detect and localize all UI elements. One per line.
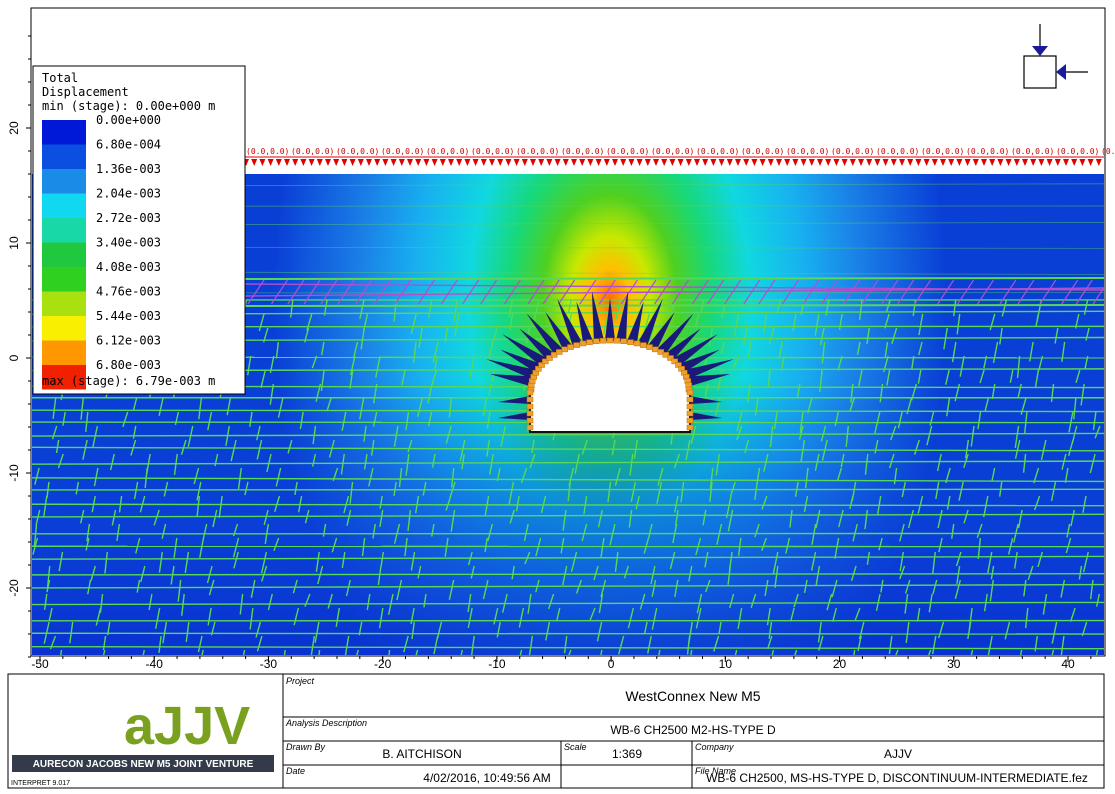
company-banner: AURECON JACOBS NEW M5 JOINT VENTURE xyxy=(33,759,254,770)
legend-entry-label: 3.40e-003 xyxy=(96,236,161,250)
load-value-label: (0.0,0.0) xyxy=(696,147,739,156)
legend-entry-label: 4.76e-003 xyxy=(96,285,161,299)
load-value-label: (0.0,0.0) xyxy=(876,147,919,156)
load-value-label: (0.0,0.0) xyxy=(741,147,784,156)
x-tick-label: -30 xyxy=(260,657,278,671)
legend-swatch xyxy=(42,218,86,243)
x-tick-label: -10 xyxy=(488,657,506,671)
legend-entry-label: 4.08e-003 xyxy=(96,260,161,274)
analysis-label: Analysis Description xyxy=(285,718,367,728)
y-tick-label: -10 xyxy=(7,464,21,482)
load-value-label: (0.0,0.0) xyxy=(381,147,424,156)
y-tick-label: 0 xyxy=(7,354,21,361)
legend-entry-label: 5.44e-003 xyxy=(96,309,161,323)
legend-entry-label: 0.00e+000 xyxy=(96,113,161,127)
date-label: Date xyxy=(286,766,305,776)
tunnel-excavation xyxy=(486,290,734,433)
legend-entry-label: 2.04e-003 xyxy=(96,187,161,201)
load-value-label: (0.0,0.0) xyxy=(516,147,559,156)
x-axis: -50 -40 -30 -20 -10 0 10 20 30 40 xyxy=(31,656,1092,671)
file-name: WB-6 CH2500, MS-HS-TYPE D, DISCONTINUUM-… xyxy=(706,771,1088,785)
rock-bolts xyxy=(486,290,734,420)
company-label: Company xyxy=(695,742,734,752)
analysis-description: WB-6 CH2500 M2-HS-TYPE D xyxy=(610,723,776,737)
title-block: aJJV AURECON JACOBS NEW M5 JOINT VENTURE… xyxy=(7,673,1105,789)
load-value-label: (0.0,0.0) xyxy=(336,147,379,156)
legend-title-line1: Total xyxy=(42,71,78,85)
restraint-icon xyxy=(1023,24,1088,89)
x-tick-label: 20 xyxy=(833,657,847,671)
x-tick-label: -20 xyxy=(374,657,392,671)
legend-swatch xyxy=(42,316,86,341)
x-tick-label: -50 xyxy=(31,657,49,671)
project-label: Project xyxy=(286,676,315,686)
legend-swatch xyxy=(42,144,86,169)
legend-swatch xyxy=(42,193,86,218)
software-version: INTERPRET 9.017 xyxy=(11,780,70,787)
load-value-label: (0.0,0.0) xyxy=(1011,147,1054,156)
load-value-label: (0.0,0.0) xyxy=(831,147,874,156)
y-tick-label: 20 xyxy=(7,121,21,135)
legend-entry-label: 6.12e-003 xyxy=(96,334,161,348)
legend-swatch xyxy=(42,291,86,316)
legend: Total Displacement min (stage): 0.00e+00… xyxy=(32,65,246,395)
load-value-label: (0.0,0.0) xyxy=(561,147,604,156)
load-value-label: (0.0,0.0) xyxy=(471,147,514,156)
company-name: AJJV xyxy=(884,747,912,761)
y-tick-label: 10 xyxy=(7,236,21,250)
load-value-label: (0.0,0.0) xyxy=(606,147,649,156)
drawn-by: B. AITCHISON xyxy=(382,747,461,761)
project-name: WestConnex New M5 xyxy=(625,688,760,704)
legend-entry-label: 6.80e-003 xyxy=(96,358,161,372)
legend-swatch xyxy=(42,365,86,390)
load-value-label: (0.0,0.0) xyxy=(246,147,289,156)
legend-swatch xyxy=(42,340,86,365)
scale-value: 1:369 xyxy=(612,747,642,761)
shear-zone-band xyxy=(244,277,1104,307)
legend-swatch xyxy=(42,267,86,292)
x-tick-label: -40 xyxy=(146,657,164,671)
legend-entry-label: 6.80e-004 xyxy=(96,138,161,152)
legend-min-label: min (stage): 0.00e+000 m xyxy=(42,99,215,113)
load-value-label: (0.0,0.0) xyxy=(921,147,964,156)
load-value-label: (0.0,0.0) xyxy=(426,147,469,156)
load-value-label: (0.0,0.0) xyxy=(786,147,829,156)
surface-load: (0.0,0.0) (0.0,0.0) (0.0,0.0) (0.0,0.0) (0.0… xyxy=(243,147,1115,166)
x-tick-label: 40 xyxy=(1061,657,1075,671)
legend-title-line2: Displacement xyxy=(42,85,129,99)
ajjv-logo: aJJV AURECON JACOBS NEW M5 JOINT VENTURE xyxy=(12,696,274,772)
y-tick-label: -20 xyxy=(7,579,21,597)
legend-swatch xyxy=(42,169,86,194)
x-tick-label: 0 xyxy=(608,657,615,671)
load-value-label: (0.0,0.0) xyxy=(966,147,1009,156)
load-value-label: (0.0,0.0) xyxy=(1056,147,1099,156)
legend-entry-label: 2.72e-003 xyxy=(96,211,161,225)
scale-label: Scale xyxy=(564,742,587,752)
load-value-label: (0.0,0.0) xyxy=(651,147,694,156)
legend-swatch xyxy=(42,242,86,267)
x-tick-label: 30 xyxy=(947,657,961,671)
date-value: 4/02/2016, 10:49:56 AM xyxy=(423,771,550,785)
drawn-by-label: Drawn By xyxy=(286,742,326,752)
legend-entry-label: 1.36e-003 xyxy=(96,162,161,176)
logo-text: aJJV xyxy=(124,696,250,756)
y-axis: 20 10 0 -10 -20 xyxy=(7,35,31,658)
load-value-label: (0.0,0.0) xyxy=(291,147,334,156)
legend-swatch xyxy=(42,120,86,145)
shotcrete-liner xyxy=(526,337,694,431)
legend-max-label: max (stage): 6.79e-003 m xyxy=(42,374,215,388)
x-tick-label: 10 xyxy=(719,657,733,671)
load-value-label: (0.0,0.0) xyxy=(1101,147,1115,156)
file-label: File Name xyxy=(695,766,736,776)
